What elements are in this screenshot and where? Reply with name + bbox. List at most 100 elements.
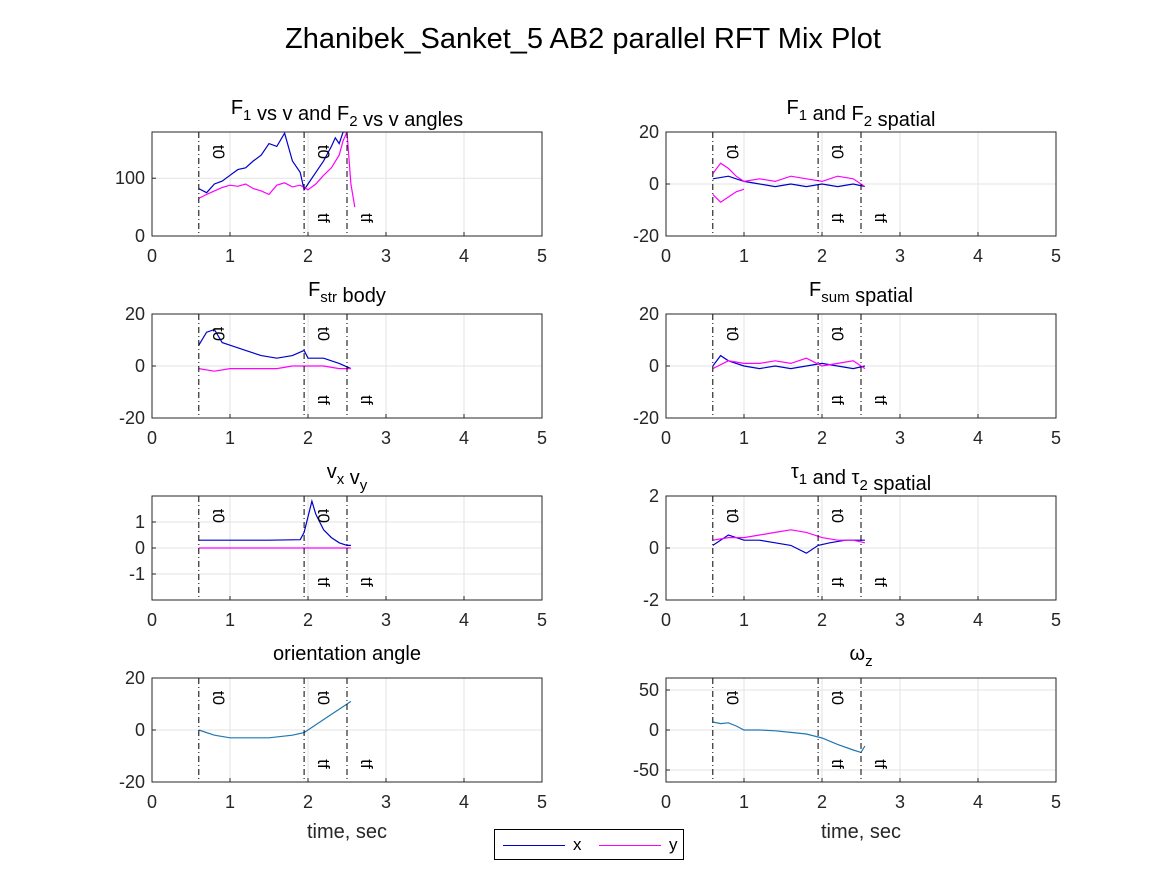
x-tick-label: 4	[973, 428, 983, 448]
marker-label-t0: t0	[314, 691, 333, 705]
marker-label-tf: tf	[871, 759, 890, 769]
x-tick-label: 1	[225, 792, 235, 812]
y-tick-label: -50	[633, 760, 659, 780]
x-tick-label: 3	[895, 246, 905, 266]
series-line-y-1	[712, 357, 866, 370]
y-tick-label: 20	[639, 304, 659, 324]
marker-label-t0: t0	[314, 327, 333, 341]
subplot-title-part: 1	[243, 107, 251, 124]
x-tick-label: 5	[1051, 428, 1061, 448]
subplot-title-part: F	[308, 279, 320, 301]
subplot-title-part: 1	[799, 107, 807, 124]
subplot-title-part: F	[231, 97, 243, 119]
marker-label-tf: tf	[871, 213, 890, 223]
subplot-title: F1 and F2 spatial	[787, 97, 936, 131]
subplot-title-part: y	[360, 477, 368, 494]
subplot-title-part: and τ	[807, 467, 859, 489]
x-tick-label: 2	[303, 792, 313, 812]
x-tick-label: 4	[973, 792, 983, 812]
y-tick-label: 0	[649, 174, 659, 194]
subplot-title-part: v	[327, 461, 337, 483]
marker-label-t0: t0	[209, 145, 228, 159]
y-tick-label: -2	[643, 590, 659, 610]
marker-label-t0: t0	[723, 509, 742, 523]
legend: x y	[494, 829, 684, 860]
x-tick-label: 5	[1051, 246, 1061, 266]
x-tick-label: 0	[661, 428, 671, 448]
subplot-title: ωz	[849, 643, 872, 670]
y-tick-label: -20	[119, 772, 145, 792]
x-tick-label: 0	[147, 610, 157, 630]
subplot-title-part: vs v angles	[358, 109, 464, 131]
x-axis-label: time, sec	[307, 821, 387, 843]
subplot-title-part: x	[337, 471, 345, 488]
legend-item-x: x	[503, 835, 582, 855]
subplot-title-part: 2	[349, 113, 357, 130]
marker-label-tf: tf	[314, 577, 333, 587]
series-line-y-1	[198, 365, 351, 372]
x-tick-label: 0	[661, 246, 671, 266]
x-tick-label: 0	[661, 610, 671, 630]
subplot-title-part: z	[865, 653, 873, 670]
x-tick-label: 1	[739, 792, 749, 812]
x-axis-label: time, sec	[821, 821, 901, 843]
y-tick-label: 1	[135, 512, 145, 532]
subplot-title-part: orientation angle	[273, 643, 421, 665]
x-tick-label: 3	[895, 428, 905, 448]
y-tick-label: 20	[125, 668, 145, 688]
marker-label-tf: tf	[871, 577, 890, 587]
x-tick-label: 4	[459, 428, 469, 448]
x-tick-label: 4	[459, 610, 469, 630]
y-tick-label: -1	[129, 564, 145, 584]
legend-item-y: y	[599, 835, 678, 855]
y-tick-label: 0	[649, 356, 659, 376]
axes-box	[151, 131, 543, 237]
y-tick-label: 50	[639, 680, 659, 700]
x-tick-label: 5	[1051, 610, 1061, 630]
x-tick-label: 4	[973, 246, 983, 266]
x-tick-label: 2	[817, 428, 827, 448]
marker-label-tf: tf	[828, 577, 847, 587]
x-tick-label: 1	[225, 610, 235, 630]
y-tick-label: -20	[633, 226, 659, 246]
marker-label-t0: t0	[723, 145, 742, 159]
x-tick-label: 2	[303, 428, 313, 448]
x-tick-label: 0	[147, 246, 157, 266]
y-tick-label: 20	[125, 304, 145, 324]
legend-line-y	[599, 844, 661, 846]
marker-label-t0: t0	[209, 509, 228, 523]
subplot-title-part: str	[320, 289, 337, 306]
x-tick-label: 3	[381, 428, 391, 448]
x-tick-label: 3	[381, 246, 391, 266]
marker-label-t0: t0	[828, 327, 847, 341]
subplot-title: orientation angle	[273, 643, 421, 665]
x-tick-label: 5	[537, 246, 547, 266]
marker-label-tf: tf	[357, 213, 376, 223]
x-tick-label: 5	[537, 792, 547, 812]
subplot-title: τ1 and τ2 spatial	[791, 461, 931, 495]
subplot-title-part: spatial	[850, 285, 913, 307]
legend-label-x: x	[573, 835, 582, 854]
y-tick-label: 0	[135, 356, 145, 376]
y-tick-label: 0	[135, 720, 145, 740]
series-line-y-1	[712, 162, 866, 188]
series-line-y-2	[712, 188, 745, 203]
x-tick-label: 0	[147, 428, 157, 448]
x-tick-label: 5	[537, 428, 547, 448]
marker-label-t0: t0	[828, 509, 847, 523]
x-tick-label: 5	[1051, 792, 1061, 812]
y-tick-label: 0	[135, 226, 145, 246]
x-tick-label: 1	[225, 428, 235, 448]
y-tick-label: -20	[633, 408, 659, 428]
subplot-title: vx vy	[327, 461, 368, 494]
x-tick-label: 3	[895, 792, 905, 812]
subplot-title: F1 vs v and F2 vs v angles	[231, 97, 463, 131]
series-line-x-0	[198, 498, 351, 547]
